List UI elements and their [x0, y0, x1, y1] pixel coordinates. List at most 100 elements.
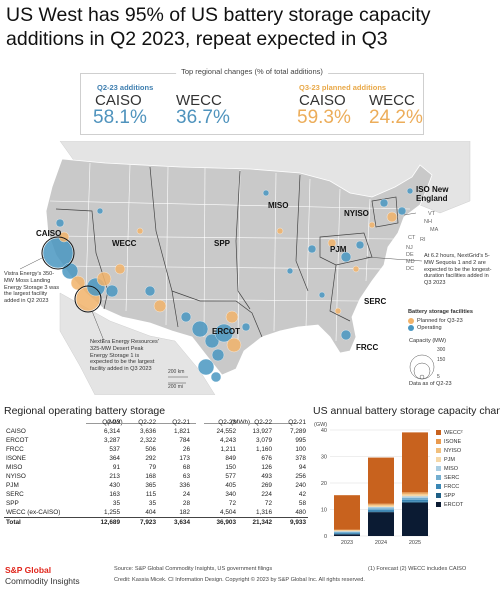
legend-item-operating: Operating — [408, 325, 496, 333]
legend-label: SERC — [444, 475, 459, 481]
region-label-ercot: ERCOT — [212, 327, 240, 336]
facility-marker — [368, 221, 376, 229]
legend-swatch — [436, 475, 441, 480]
bar-segment-frcc — [334, 533, 360, 535]
state-abbr-ri: RI — [420, 237, 426, 243]
nextera-highlight-ring — [74, 285, 102, 313]
unit-mw: (MW) — [107, 419, 123, 426]
region-label-serc: SERC — [364, 297, 387, 306]
credit-note: Credit: Kassia Micek. CI Information Des… — [114, 577, 365, 583]
row-label: WECC (ex-CAISO) — [6, 508, 61, 516]
total-cell: 21,342 — [238, 516, 274, 528]
table-row: SERC 163 115 24 340 224 42 — [4, 490, 308, 499]
table-cell: 224 — [261, 491, 272, 498]
legend-swatch — [436, 502, 441, 507]
table-cell: 1,211 — [220, 446, 236, 453]
mwh-rule — [204, 423, 298, 424]
row-label: MISO — [6, 464, 23, 471]
regional-changes-box: Top regional changes (% of total additio… — [80, 67, 424, 135]
table-cell: 35 — [148, 500, 156, 507]
y-tick-label: 10 — [321, 508, 327, 514]
facility-marker — [286, 267, 294, 275]
table-cell: 35 — [112, 500, 120, 507]
data-date-note: Data as of Q2-23 — [409, 381, 452, 387]
total-cell: 36,903 — [192, 516, 238, 528]
callout-leaders — [19, 212, 423, 342]
legend-item-planned: Planned for Q3-23 — [408, 317, 496, 325]
table-cell: 849 — [225, 455, 236, 462]
facility-marker — [379, 198, 389, 208]
table-cell: 168 — [145, 473, 156, 480]
x-tick-label: 2023 — [341, 540, 353, 546]
table-title: Regional operating battery storage — [4, 405, 166, 417]
total-cell: 3,634 — [158, 516, 192, 528]
col-header: Q2-22 — [254, 419, 272, 426]
facility-marker — [340, 251, 352, 263]
y-tick-label: 20 — [321, 481, 327, 487]
legend-swatch — [436, 493, 441, 498]
table-cell: 150 — [225, 464, 236, 471]
q3-planned-label: Q3-23 planned additions — [299, 83, 387, 92]
bar-segment-wecc — [402, 432, 428, 493]
capacity-legend-circles — [409, 354, 435, 380]
table-cell: 4,504 — [220, 508, 236, 516]
facility-marker — [334, 307, 342, 315]
q2-additions-label: Q2-23 additions — [97, 83, 154, 92]
legend-label: PJM — [444, 457, 455, 463]
table-cell: 7,289 — [290, 428, 306, 435]
table-cell: 126 — [261, 464, 272, 471]
facility-marker — [197, 358, 215, 376]
region-label-isone: ISO New England — [416, 185, 449, 203]
planned-swatch — [408, 317, 414, 324]
table-cell: 493 — [261, 473, 272, 480]
table-cell: 269 — [261, 482, 272, 489]
bar-segment-miso — [368, 506, 394, 509]
facility-marker — [211, 348, 225, 362]
facility-marker — [144, 285, 156, 297]
facility-marker — [210, 371, 222, 383]
bar-segment-serc — [402, 497, 428, 500]
q3-stat-value-1: 59.3% — [297, 107, 351, 128]
facility-marker — [397, 206, 407, 216]
legend-label: MISO — [444, 466, 459, 472]
table-row: CAISO 6,314 3,636 1,821 24,552 13,927 7,289 — [4, 427, 308, 436]
facility-marker — [241, 322, 251, 332]
table-body: CAISO 6,314 3,636 1,821 24,552 13,927 7,289 ERC… — [4, 427, 308, 517]
table-cell: 68 — [182, 464, 190, 471]
table-cell: 430 — [109, 482, 120, 489]
table-cell: 4,243 — [220, 437, 236, 444]
q2-stat-value-1: 58.1% — [93, 107, 147, 128]
bar-segment-serc — [334, 532, 360, 534]
facility-marker — [105, 284, 119, 298]
table-cell: 577 — [225, 473, 236, 480]
region-label-pjm: PJM — [330, 245, 347, 254]
regional-changes-caption: Top regional changes (% of total additio… — [176, 67, 328, 76]
x-tick-label: 2025 — [409, 540, 421, 546]
bar-segment-nyiso — [402, 493, 428, 495]
x-tick-label: 2024 — [375, 540, 387, 546]
table-cell: 72 — [264, 500, 272, 507]
table-row: NYISO 213 168 63 577 493 256 — [4, 472, 308, 481]
total-label: Total — [4, 516, 78, 528]
table-cell: 100 — [295, 446, 306, 453]
facility-marker — [214, 323, 234, 343]
region-label-wecc: WECC — [112, 239, 137, 248]
table-cell: 480 — [295, 508, 306, 516]
total-cell: 9,933 — [274, 516, 308, 528]
operating-storage-table: Q2-23 Q2-22 Q2-21 Q2-23 Q2-22 Q2-21 CAIS… — [4, 418, 308, 528]
state-abbr-ma: MA — [430, 227, 439, 233]
facility-marker — [114, 263, 126, 275]
table-row: PJM 430 365 336 405 269 240 — [4, 481, 308, 490]
region-label-spp: SPP — [214, 239, 231, 248]
table-cell: 42 — [298, 491, 306, 498]
bar-segment-ercot — [334, 534, 360, 536]
table-cell: 115 — [145, 491, 156, 498]
col-header: Q2-22 — [138, 419, 156, 426]
col-header: Q2-21 — [288, 419, 306, 426]
table-cell: 6,314 — [104, 428, 120, 435]
table-cell: 58 — [298, 500, 306, 507]
table-cell: 292 — [145, 455, 156, 462]
bar-segment-frcc — [368, 510, 394, 512]
legend-label: NYISO — [444, 448, 462, 454]
table-cell: 340 — [225, 491, 236, 498]
